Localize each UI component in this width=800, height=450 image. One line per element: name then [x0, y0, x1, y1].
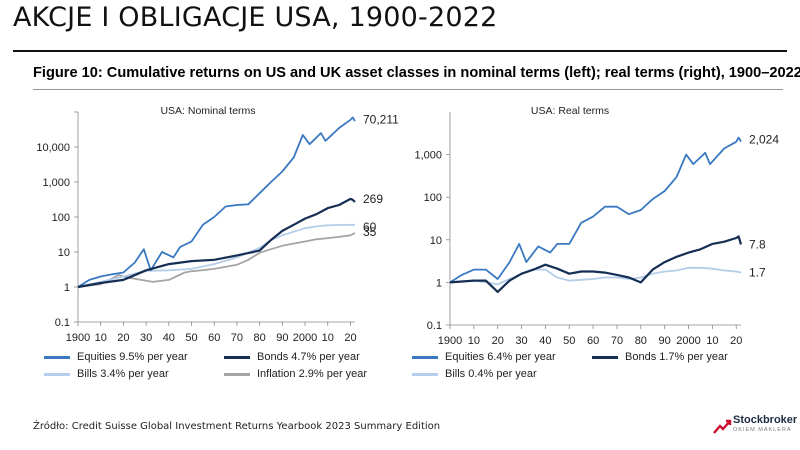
- real-x-tick-label: 1900: [438, 335, 462, 347]
- legend-real: Equities 6.4% per year Bonds 1.7% per yea…: [412, 351, 782, 391]
- nominal-x-tick-label: 50: [185, 332, 197, 344]
- legend-label: Bills 0.4% per year: [445, 368, 537, 380]
- nominal-y-tick-label: 10,000: [36, 142, 70, 154]
- legend-item-equities: Equities 6.4% per year: [412, 351, 556, 363]
- figure-caption: Figure 10: Cumulative returns on US and …: [33, 65, 800, 81]
- real-series-bills: [449, 266, 742, 286]
- title-divider: [13, 50, 787, 52]
- real-x-tick-label: 40: [539, 335, 551, 347]
- legend-item-inflation: Inflation 2.9% per year: [224, 368, 367, 380]
- real-y-tick-label: 100: [424, 192, 442, 204]
- real-x-tick-label: 70: [611, 335, 623, 347]
- legend-swatch: [224, 355, 250, 359]
- nominal-x-tick-label: 70: [231, 332, 243, 344]
- legend-swatch: [44, 372, 70, 376]
- real-series-bonds: [449, 235, 743, 293]
- legend-label: Inflation 2.9% per year: [257, 368, 368, 380]
- real-end-label-bills: 1.7: [749, 266, 766, 280]
- legend-label: Bonds 1.7% per year: [625, 351, 728, 363]
- nominal-end-label-bonds: 269: [363, 192, 383, 206]
- legend-nominal: Equities 9.5% per year Bonds 4.7% per yea…: [44, 351, 394, 391]
- source-note: Źródło: Credit Suisse Global Investment …: [33, 421, 441, 432]
- page-title: AKCJE I OBLIGACJE USA, 1900-2022: [13, 2, 498, 33]
- nominal-series-equities: [77, 116, 356, 288]
- nominal-x-tick-label: 1900: [66, 332, 90, 344]
- nominal-x-tick-label: 30: [140, 332, 152, 344]
- nominal-end-label-inflation: 35: [363, 225, 377, 239]
- brand-name: Stockbroker: [733, 414, 798, 426]
- nominal-y-tick-label: 1,000: [42, 177, 70, 189]
- real-x-tick-label: 80: [635, 335, 647, 347]
- legend-item-bills: Bills 3.4% per year: [44, 368, 169, 380]
- nominal-end-label-bills: 60: [363, 220, 377, 234]
- legend-label: Bonds 4.7% per year: [257, 351, 360, 363]
- legend-swatch: [412, 372, 438, 376]
- legend-swatch: [412, 355, 438, 359]
- real-x-tick-label: 30: [515, 335, 527, 347]
- real-y-tick-label: 0.1: [427, 320, 442, 332]
- brand-logo: Stockbroker OKIEM MAKLERA: [712, 414, 797, 440]
- nominal-y-tick-label: 100: [52, 212, 70, 224]
- real-x-tick-label: 10: [468, 335, 480, 347]
- legend-item-equities: Equities 9.5% per year: [44, 351, 188, 363]
- nominal-x-tick-label: 10: [95, 332, 107, 344]
- real-x-tick-label: 90: [659, 335, 671, 347]
- nominal-series-bonds: [77, 197, 356, 289]
- legend-item-bonds: Bonds 1.7% per year: [592, 351, 728, 363]
- nominal-y-tick-label: 0.1: [55, 317, 70, 329]
- legend-label: Equities 9.5% per year: [77, 351, 188, 363]
- brand-icon: [713, 419, 732, 434]
- real-x-tick-label: 2000: [676, 335, 700, 347]
- nominal-end-label-equities: 70,211: [363, 112, 399, 126]
- real-x-tick-label: 60: [587, 335, 599, 347]
- nominal-series-inflation: [77, 232, 356, 288]
- brand-tagline: OKIEM MAKLERA: [733, 427, 792, 433]
- nominal-x-tick-label: 2000: [293, 332, 317, 344]
- legend-label: Bills 3.4% per year: [77, 368, 169, 380]
- legend-label: Equities 6.4% per year: [445, 351, 556, 363]
- nominal-x-tick-label: 10: [322, 332, 334, 344]
- real-x-tick-label: 10: [706, 335, 718, 347]
- real-x-tick-label: 50: [563, 335, 575, 347]
- real-series-equities: [449, 136, 742, 284]
- real-y-tick-label: 10: [430, 235, 442, 247]
- nominal-x-tick-label: 20: [117, 332, 129, 344]
- nominal-x-tick-label: 60: [208, 332, 220, 344]
- nominal-y-tick-label: 1: [64, 282, 70, 294]
- real-end-label-bonds: 7.8: [749, 237, 766, 251]
- nominal-y-tick-label: 10: [58, 247, 70, 259]
- caption-divider: [33, 89, 783, 90]
- nominal-series-bills: [77, 223, 355, 288]
- nominal-chart-title: USA: Nominal terms: [160, 105, 255, 117]
- legend-swatch: [44, 355, 70, 359]
- real-y-tick-label: 1,000: [414, 150, 442, 162]
- nominal-x-tick-label: 40: [163, 332, 175, 344]
- nominal-x-tick-label: 80: [254, 332, 266, 344]
- real-y-tick-label: 1: [436, 277, 442, 289]
- legend-swatch: [592, 355, 618, 359]
- real-x-tick-label: 20: [730, 335, 742, 347]
- legend-item-bills: Bills 0.4% per year: [412, 368, 537, 380]
- legend-item-bonds: Bonds 4.7% per year: [224, 351, 360, 363]
- real-chart-title: USA: Real terms: [531, 105, 609, 117]
- legend-swatch: [224, 372, 250, 376]
- real-end-label-equities: 2,024: [749, 133, 779, 147]
- nominal-x-tick-label: 90: [276, 332, 288, 344]
- nominal-x-tick-label: 20: [344, 332, 356, 344]
- real-x-tick-label: 20: [492, 335, 504, 347]
